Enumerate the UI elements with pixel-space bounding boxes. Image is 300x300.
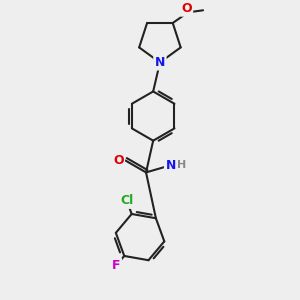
Text: O: O (113, 154, 124, 167)
Text: N: N (165, 159, 176, 172)
Text: H: H (177, 160, 186, 170)
Text: Cl: Cl (120, 194, 134, 207)
Text: O: O (181, 2, 192, 15)
Text: F: F (112, 259, 121, 272)
Text: N: N (155, 56, 165, 69)
